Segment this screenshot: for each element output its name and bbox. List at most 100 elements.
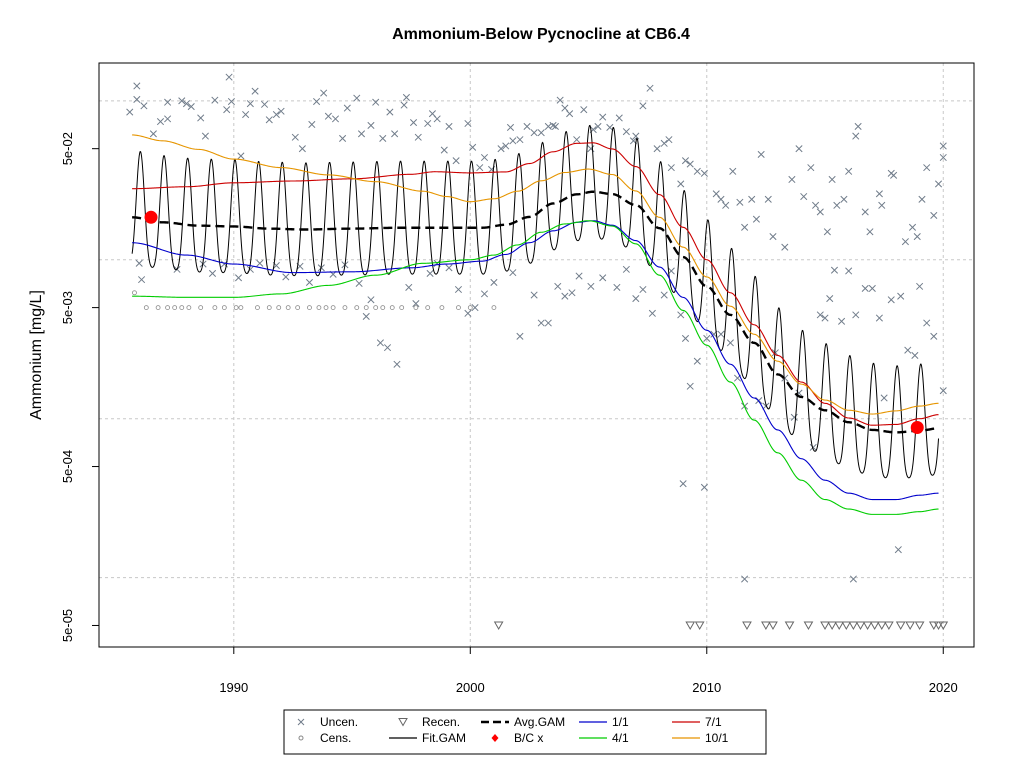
uncen-point xyxy=(580,106,588,114)
legend-label: Recen. xyxy=(422,715,460,729)
uncen-point xyxy=(599,113,607,121)
x-tick-label: 2020 xyxy=(929,680,958,695)
uncen-point xyxy=(845,267,853,275)
uncen-point xyxy=(313,97,321,106)
legend-item: 7/1 xyxy=(672,715,722,729)
axes: 1990 2000 2010 2020 5e-05 5e-04 5e-03 5e-02 xyxy=(60,132,958,695)
uncen-point xyxy=(464,119,472,128)
uncen-point xyxy=(795,145,803,153)
uncen-point xyxy=(211,96,219,104)
uncen-point xyxy=(530,129,538,137)
recen-point xyxy=(803,621,814,630)
uncen-point xyxy=(667,164,675,172)
legend-item: Cens. xyxy=(298,731,351,745)
uncen-point xyxy=(140,102,148,110)
uncen-point xyxy=(816,311,824,319)
cens-point xyxy=(399,305,405,311)
cens-point xyxy=(186,305,192,311)
uncen-point xyxy=(632,132,640,140)
uncen-point xyxy=(840,195,848,203)
uncen-point xyxy=(544,319,552,327)
uncen-point xyxy=(566,110,574,118)
uncen-point xyxy=(693,167,701,175)
uncen-point xyxy=(648,309,656,317)
legend-label: Avg.GAM xyxy=(514,715,565,729)
uncen-point xyxy=(133,82,141,90)
cens-point xyxy=(179,305,185,311)
uncen-point xyxy=(308,120,316,129)
cens-point xyxy=(363,305,369,311)
cens-point xyxy=(373,305,379,311)
bc-marker xyxy=(910,421,924,435)
series-line-d7-1 xyxy=(132,142,939,426)
cens-point xyxy=(172,305,178,311)
uncen-point xyxy=(509,269,517,277)
uncen-point xyxy=(187,103,195,111)
cens-point xyxy=(266,305,272,311)
legend-item: 10/1 xyxy=(672,731,729,745)
uncen-point xyxy=(868,284,876,292)
uncen-point xyxy=(554,282,562,290)
uncen-point xyxy=(901,238,909,246)
uncen-point xyxy=(537,319,545,327)
uncen-point xyxy=(800,192,808,201)
uncen-point xyxy=(367,296,375,304)
uncen-point xyxy=(561,104,569,112)
cens-point xyxy=(425,305,431,311)
cens-point xyxy=(467,305,473,311)
recen-point xyxy=(685,621,696,630)
uncen-point xyxy=(516,136,524,144)
uncen-point xyxy=(393,360,401,368)
uncen-point xyxy=(197,114,205,122)
recen-point xyxy=(493,621,504,630)
legend-symbol xyxy=(398,718,408,727)
uncen-point xyxy=(622,128,630,136)
uncen-point xyxy=(440,146,448,154)
uncen-point xyxy=(561,292,569,300)
legend-label: B/C x xyxy=(514,731,543,745)
uncen-point xyxy=(613,283,621,291)
uncen-point xyxy=(324,112,332,120)
uncen-point xyxy=(164,98,172,106)
uncen-point xyxy=(812,201,820,209)
recen-point xyxy=(784,621,795,630)
uncen-point xyxy=(391,130,399,138)
uncen-point xyxy=(452,157,460,165)
uncen-point xyxy=(305,278,314,286)
recen-point xyxy=(905,621,916,630)
uncen-point xyxy=(331,115,340,123)
legend-symbol xyxy=(491,734,499,742)
uncen-point xyxy=(256,259,264,267)
uncen-point xyxy=(632,295,640,303)
legend-item: Recen. xyxy=(398,715,460,729)
cens-point xyxy=(143,305,149,311)
data-points xyxy=(126,73,949,630)
uncen-point xyxy=(722,201,730,209)
recen-point xyxy=(768,621,778,630)
uncen-point xyxy=(897,292,905,300)
uncen-point xyxy=(149,130,157,138)
cens-point xyxy=(491,305,497,311)
uncen-point xyxy=(502,142,510,150)
uncen-point xyxy=(277,107,285,115)
uncen-point xyxy=(878,201,886,209)
recen-point xyxy=(820,621,830,630)
uncen-point xyxy=(712,190,720,198)
uncen-point xyxy=(764,195,772,203)
uncen-point xyxy=(575,272,583,280)
recen-point xyxy=(869,621,880,630)
uncen-point xyxy=(357,130,366,138)
uncen-point xyxy=(781,243,789,251)
series-line-d1-1 xyxy=(132,220,939,501)
uncen-point xyxy=(242,110,250,119)
grid xyxy=(99,63,974,647)
uncen-point xyxy=(845,167,853,175)
uncen-point xyxy=(298,145,306,153)
uncen-point xyxy=(362,312,370,320)
uncen-point xyxy=(237,152,245,160)
uncen-point xyxy=(741,575,749,583)
uncen-point xyxy=(665,136,673,144)
uncen-point xyxy=(861,208,869,216)
uncen-point xyxy=(138,276,146,284)
